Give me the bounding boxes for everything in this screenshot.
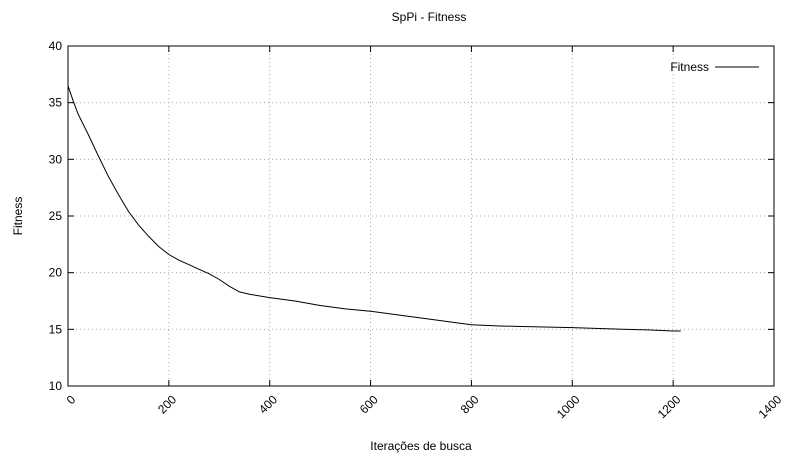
x-tick-label: 0 [64, 392, 79, 407]
y-tick-label: 40 [49, 39, 63, 53]
x-tick-label: 800 [458, 392, 482, 416]
y-tick-label: 20 [49, 266, 63, 280]
y-axis-label: Fitness [11, 197, 25, 236]
series-group [67, 85, 681, 332]
x-tick-label: 1200 [655, 392, 684, 421]
y-tick-label: 35 [49, 96, 63, 110]
chart-title: SpPi - Fitness [392, 10, 467, 24]
y-tick-label: 30 [49, 152, 63, 166]
y-tick-label: 25 [49, 209, 63, 223]
legend-label-fitness: Fitness [670, 60, 709, 74]
x-tick-label: 400 [256, 392, 280, 416]
grid [68, 46, 774, 386]
x-tick-label: 1400 [756, 392, 785, 421]
y-tick-label: 15 [49, 322, 63, 336]
series-line-fitness [67, 85, 681, 332]
y-axis: 10 15 20 25 30 35 40 [49, 39, 774, 393]
x-tick-label: 1000 [554, 392, 583, 421]
x-axis-label: Iterações de busca [370, 439, 472, 453]
x-tick-label: 200 [155, 392, 179, 416]
x-tick-label: 600 [357, 392, 381, 416]
legend: Fitness [670, 60, 759, 74]
y-tick-label: 10 [49, 379, 63, 393]
